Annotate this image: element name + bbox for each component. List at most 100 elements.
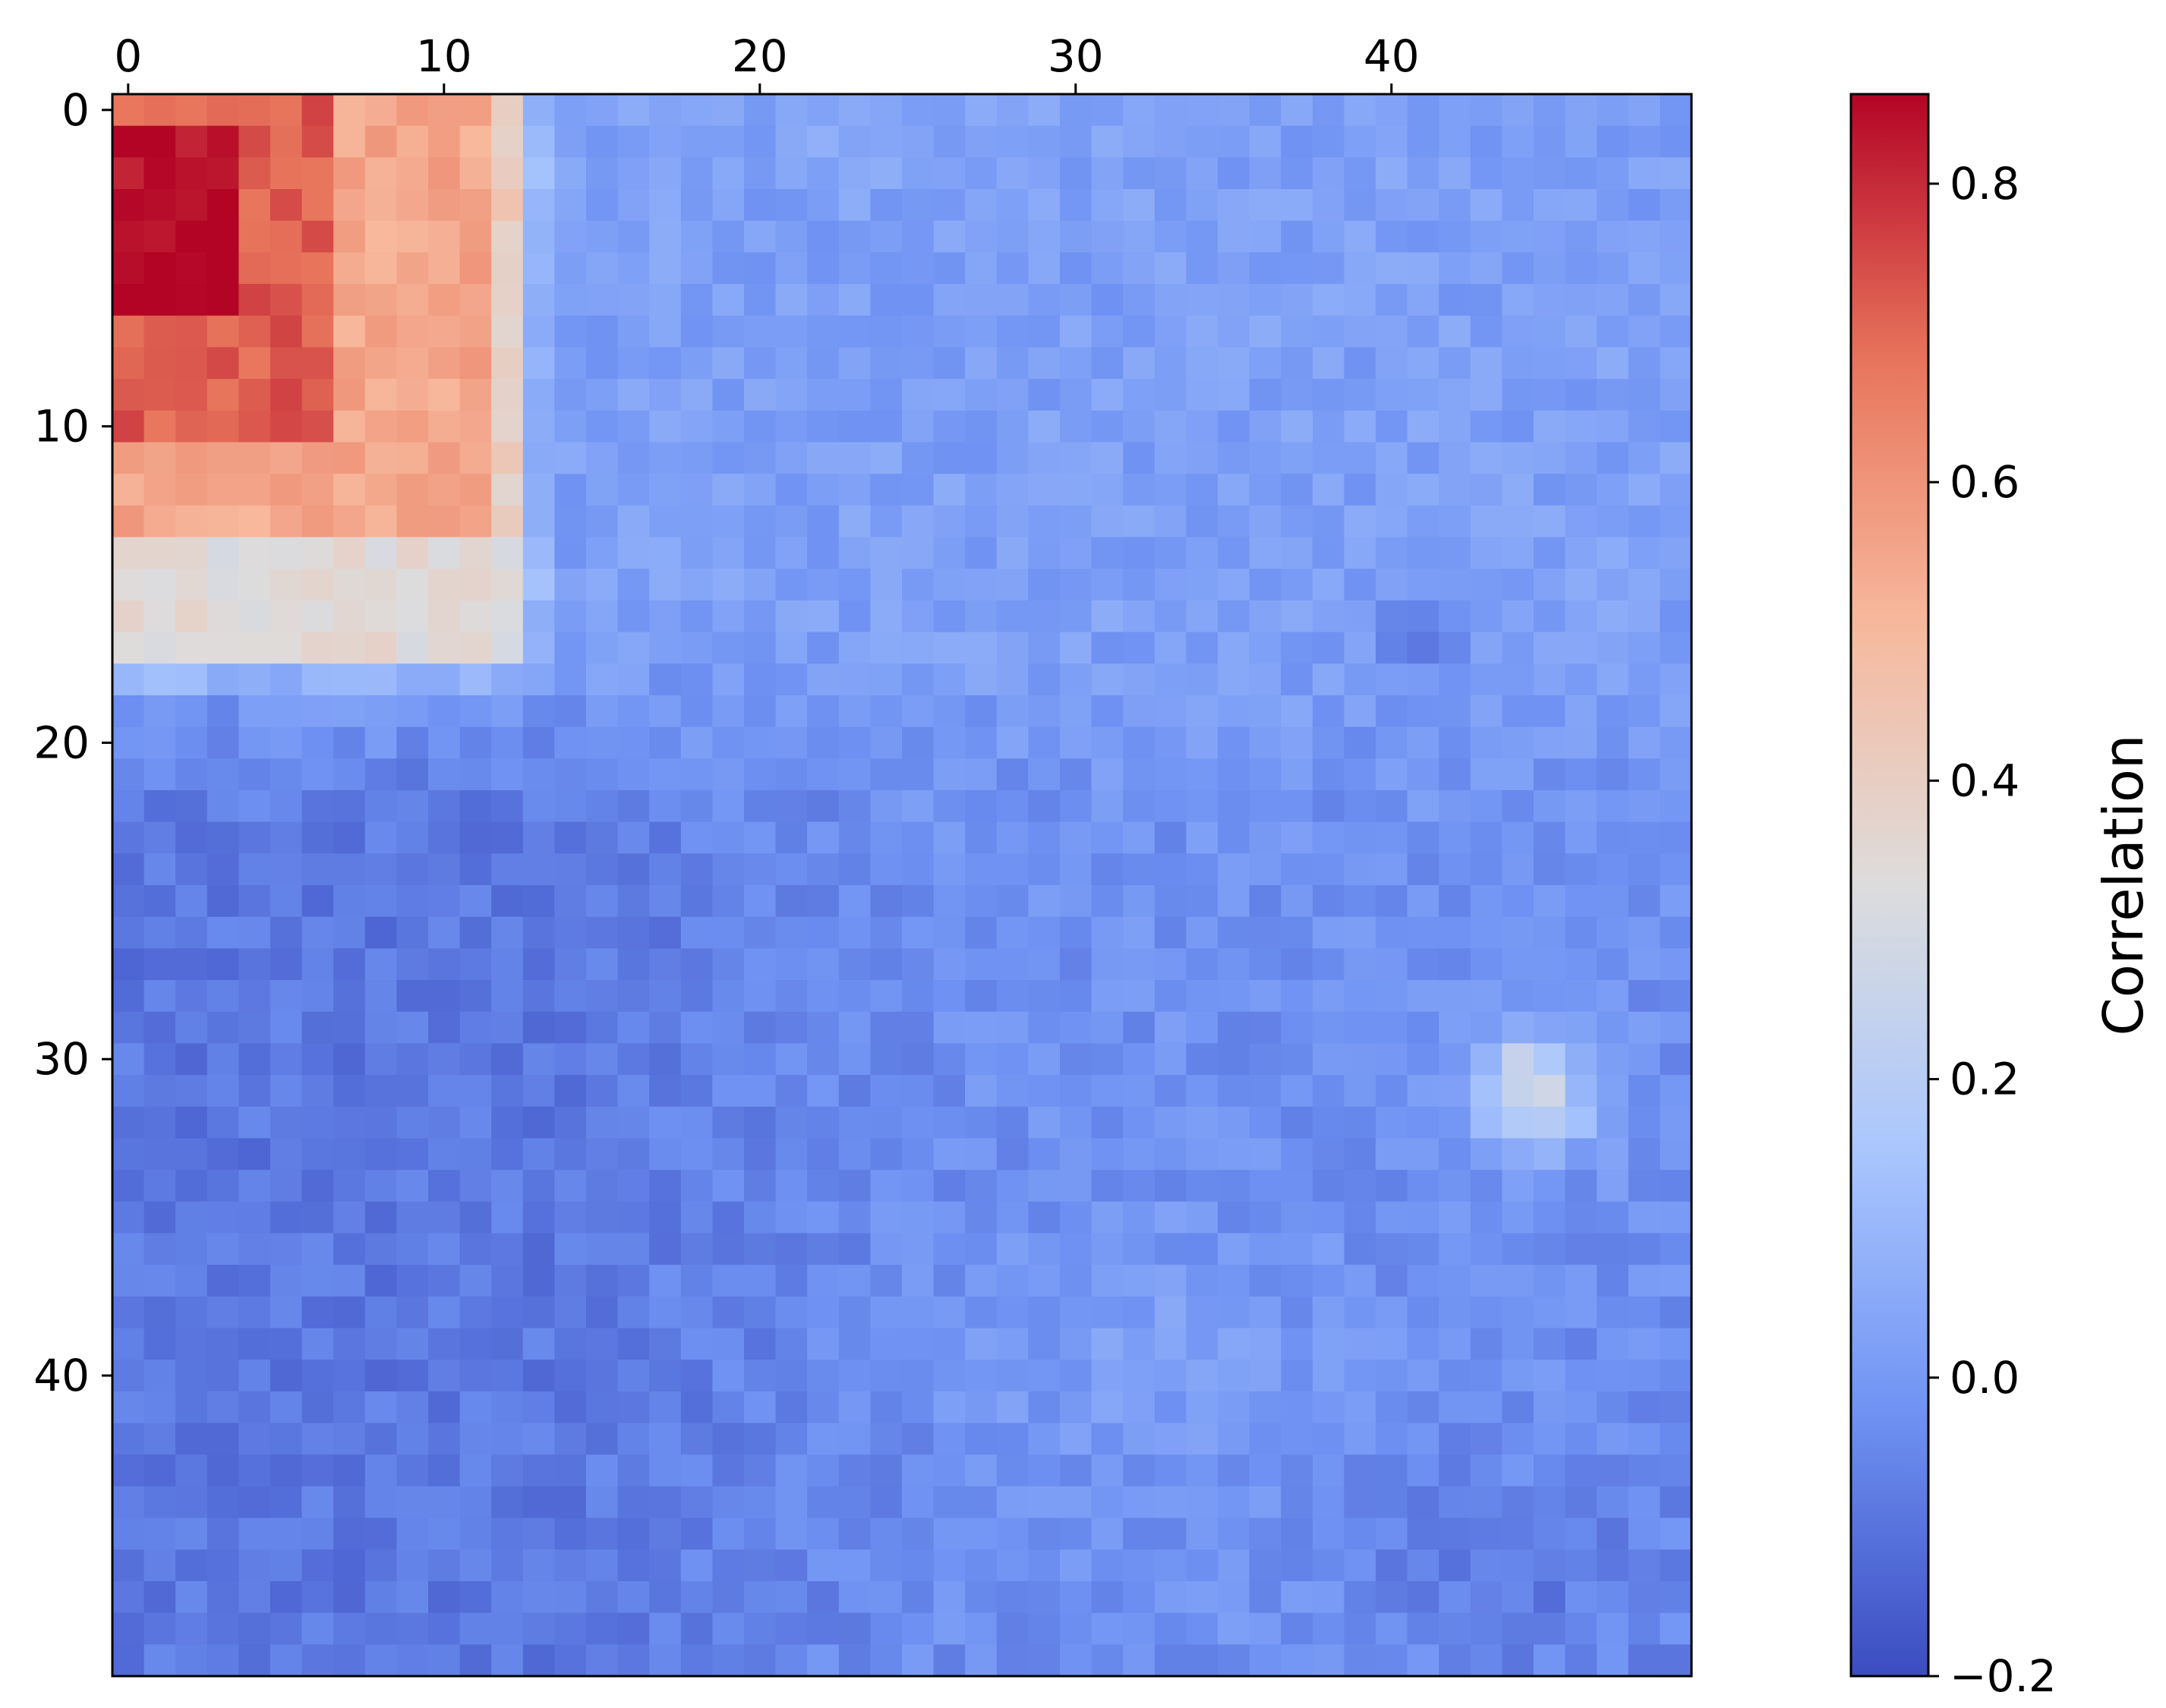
heatmap-cell — [1439, 189, 1471, 222]
heatmap-cell — [586, 1517, 619, 1550]
heatmap-cell — [680, 1296, 713, 1329]
heatmap-cell — [270, 189, 303, 222]
heatmap-cell — [807, 315, 840, 348]
heatmap-cell — [1439, 758, 1471, 791]
heatmap-cell — [428, 1106, 461, 1139]
heatmap-cell — [175, 157, 208, 190]
heatmap-cell — [428, 1454, 461, 1487]
heatmap-cell — [396, 1043, 429, 1076]
heatmap-cell — [1344, 379, 1376, 411]
heatmap-cell — [522, 1360, 555, 1392]
heatmap-cell — [301, 1486, 334, 1519]
heatmap-cell — [870, 1328, 903, 1360]
heatmap-cell — [1186, 1612, 1219, 1645]
heatmap-cell — [1123, 758, 1156, 791]
heatmap-cell — [1281, 948, 1313, 981]
heatmap-cell — [838, 1580, 871, 1614]
heatmap-cell — [1249, 537, 1282, 569]
heatmap-cell — [1439, 1170, 1471, 1202]
heatmap-cell — [870, 189, 903, 222]
heatmap-cell — [870, 1549, 903, 1582]
heatmap-cell — [238, 1075, 271, 1108]
heatmap-cell — [649, 1170, 682, 1202]
heatmap-cell — [428, 1423, 461, 1455]
heatmap-cell — [333, 442, 366, 474]
heatmap-cell — [1028, 632, 1061, 664]
heatmap-cell — [333, 474, 366, 506]
heatmap-cell — [1376, 1170, 1408, 1202]
heatmap-cell — [965, 94, 998, 127]
heatmap-cell — [1281, 125, 1313, 158]
heatmap-cell — [649, 1517, 682, 1550]
heatmap-cell — [680, 1517, 713, 1550]
heatmap-cell — [617, 347, 650, 380]
heatmap-cell — [680, 474, 713, 506]
heatmap-cell — [617, 1265, 650, 1297]
heatmap-cell — [396, 1549, 429, 1582]
heatmap-cell — [270, 853, 303, 886]
heatmap-cell — [1218, 505, 1250, 538]
heatmap-cell — [1249, 220, 1282, 253]
heatmap-cell — [554, 758, 587, 791]
heatmap-cell — [1534, 125, 1566, 158]
heatmap-cell — [586, 600, 619, 633]
heatmap-cell — [1312, 347, 1345, 380]
heatmap-cell — [175, 1296, 208, 1329]
heatmap-cell — [1312, 600, 1345, 633]
heatmap-cell — [1439, 1644, 1471, 1677]
heatmap-cell — [207, 695, 239, 728]
heatmap-cell — [996, 410, 1029, 443]
heatmap-cell — [364, 1075, 397, 1108]
heatmap-cell — [1628, 157, 1660, 190]
heatmap-cell — [175, 1138, 208, 1171]
heatmap-cell — [586, 1612, 619, 1645]
heatmap-cell — [902, 94, 935, 127]
heatmap-cell — [933, 1043, 966, 1076]
heatmap-cell — [175, 94, 208, 127]
heatmap-cell — [112, 1391, 145, 1424]
heatmap-cell — [1249, 442, 1282, 474]
heatmap-cell — [902, 537, 935, 569]
heatmap-cell — [1597, 726, 1629, 759]
heatmap-cell — [965, 315, 998, 348]
heatmap-cell — [1628, 284, 1660, 317]
heatmap-cell — [270, 1201, 303, 1234]
heatmap-cell — [207, 569, 239, 601]
heatmap-cell — [1565, 663, 1597, 696]
heatmap-cell — [870, 94, 903, 127]
heatmap-cell — [1281, 885, 1313, 918]
heatmap-cell — [364, 537, 397, 569]
heatmap-cell — [1060, 252, 1092, 285]
heatmap-cell — [143, 980, 176, 1013]
heatmap-cell — [1534, 347, 1566, 380]
heatmap-cell — [1407, 474, 1439, 506]
heatmap-cell — [1660, 252, 1692, 285]
heatmap-cell — [1407, 1360, 1439, 1392]
heatmap-cell — [996, 189, 1029, 222]
heatmap-cell — [522, 1170, 555, 1202]
heatmap-cell — [1439, 157, 1471, 190]
heatmap-cell — [1597, 1423, 1629, 1455]
heatmap-cell — [1060, 600, 1092, 633]
heatmap-cell — [364, 853, 397, 886]
heatmap-cell — [554, 948, 587, 981]
heatmap-cell — [1312, 663, 1345, 696]
heatmap-cell — [554, 1517, 587, 1550]
heatmap-cell — [238, 853, 271, 886]
heatmap-cell — [554, 505, 587, 538]
heatmap-cell — [586, 758, 619, 791]
heatmap-cell — [175, 1170, 208, 1202]
heatmap-cell — [1597, 410, 1629, 443]
heatmap-cell — [965, 442, 998, 474]
heatmap-cell — [333, 379, 366, 411]
heatmap-cell — [522, 505, 555, 538]
heatmap-cell — [1376, 379, 1408, 411]
heatmap-cell — [238, 1138, 271, 1171]
heatmap-cell — [491, 125, 524, 158]
heatmap-cell — [1218, 94, 1250, 127]
heatmap-cell — [775, 284, 808, 317]
heatmap-cell — [1218, 474, 1250, 506]
heatmap-cell — [1502, 948, 1534, 981]
heatmap-cell — [143, 94, 176, 127]
